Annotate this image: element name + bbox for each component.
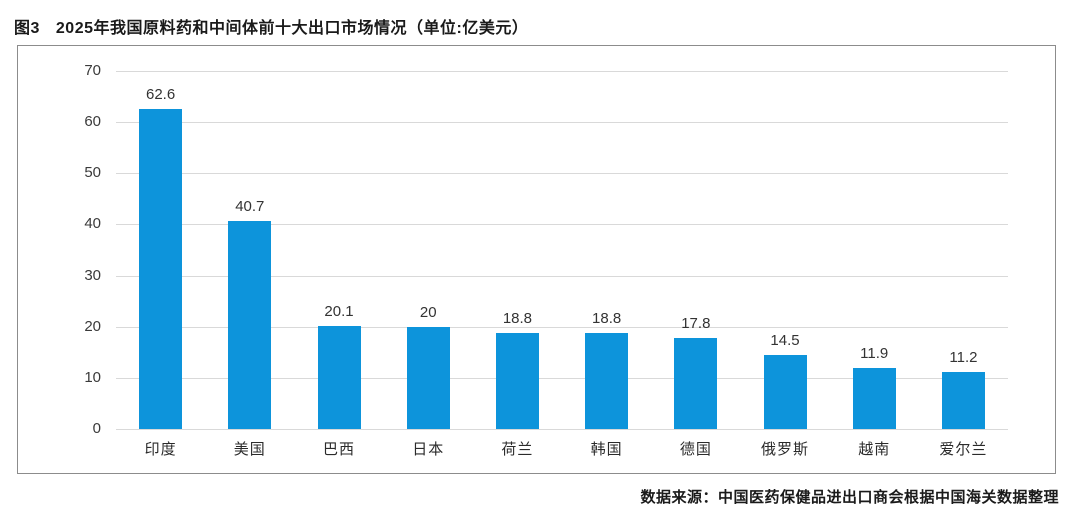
gridline-y-0 bbox=[116, 429, 1008, 430]
x-tick-label-越南: 越南 bbox=[858, 441, 891, 458]
y-tick-label-60: 60 bbox=[84, 113, 101, 131]
x-tick-label-美国: 美国 bbox=[233, 441, 266, 458]
y-tick-label-30: 30 bbox=[84, 266, 101, 284]
bar-value-label: 14.5 bbox=[770, 331, 800, 349]
bar-value-label: 11.2 bbox=[949, 348, 978, 366]
y-tick-label-50: 50 bbox=[84, 164, 101, 182]
bar-slot-3: 20.1 bbox=[294, 71, 383, 429]
bar-slot-10: 11.2 bbox=[919, 71, 1008, 429]
bar-value-label: 17.8 bbox=[681, 314, 711, 332]
y-tick-label-0: 0 bbox=[92, 420, 101, 437]
figure-label: 图3 bbox=[14, 20, 40, 37]
bar-俄罗斯 bbox=[763, 354, 807, 429]
gridline-y-40 bbox=[116, 224, 1008, 226]
bar-value-label: 18.8 bbox=[502, 309, 533, 327]
gridline-y-70 bbox=[116, 71, 1008, 72]
bars-row: 62.6 40.7 20.1 20 18.8 18.8 17.8 14.5 11.9 11.2 bbox=[116, 71, 1008, 429]
bar-value-label: 62.6 bbox=[146, 85, 176, 103]
y-tick-label-10: 10 bbox=[84, 368, 101, 386]
bar-value-label: 11.9 bbox=[860, 345, 889, 363]
bar-slot-8: 14.5 bbox=[740, 71, 829, 429]
bar-slot-9: 11.9 bbox=[830, 71, 919, 429]
bar-value-label: 18.8 bbox=[592, 309, 622, 327]
bar-value-label: 20.1 bbox=[324, 303, 354, 321]
bar-巴西 bbox=[317, 326, 361, 429]
x-tick-label-德国: 德国 bbox=[679, 441, 712, 458]
y-tick-label-40: 40 bbox=[84, 215, 101, 233]
plot-area: 62.6 40.7 20.1 20 18.8 18.8 17.8 14.5 11.9 11.2 bbox=[116, 71, 1008, 430]
bar-slot-5: 18.8 bbox=[473, 71, 562, 429]
x-tick-label-印度: 印度 bbox=[144, 441, 177, 458]
bar-德国 bbox=[674, 337, 718, 429]
bar-slot-2: 40.7 bbox=[205, 71, 294, 429]
bar-slot-7: 17.8 bbox=[651, 71, 740, 429]
bar-value-label: 40.7 bbox=[235, 197, 265, 215]
x-tick-label-荷兰: 荷兰 bbox=[501, 441, 534, 458]
data-source-note: 数据来源：中国医药保健品进出口商会根据中国海关数据整理 bbox=[640, 489, 1059, 506]
bar-slot-6: 18.8 bbox=[562, 71, 651, 429]
bar-印度 bbox=[139, 108, 183, 429]
x-tick-label-巴西: 巴西 bbox=[323, 441, 356, 458]
bar-slot-1: 62.6 bbox=[116, 71, 205, 429]
x-axis-labels: 印度 美国 巴西 日本 荷兰 韩国 德国 俄罗斯 越南 爱尔兰 bbox=[116, 438, 1008, 459]
x-tick-label-俄罗斯: 俄罗斯 bbox=[761, 441, 810, 458]
bar-slot-4: 20 bbox=[384, 71, 473, 429]
gridline-y-20 bbox=[116, 326, 1008, 328]
bar-日本 bbox=[406, 326, 450, 429]
gridline-y-50 bbox=[116, 173, 1008, 175]
x-tick-label-韩国: 韩国 bbox=[590, 441, 623, 458]
gridline-y-60 bbox=[116, 122, 1008, 124]
bar-韩国 bbox=[585, 332, 629, 429]
x-tick-label-爱尔兰: 爱尔兰 bbox=[939, 441, 988, 458]
chart-panel: 62.6 40.7 20.1 20 18.8 18.8 17.8 14.5 11.9 11.2 0… bbox=[17, 45, 1056, 474]
bar-爱尔兰 bbox=[941, 371, 985, 429]
bar-荷兰 bbox=[495, 332, 539, 429]
figure-title: 图3 2025年我国原料药和中间体前十大出口市场情况（单位:亿美元） bbox=[14, 14, 528, 38]
gridline-y-30 bbox=[116, 275, 1008, 277]
bar-越南 bbox=[852, 368, 896, 429]
bar-美国 bbox=[228, 220, 272, 429]
y-tick-label-20: 20 bbox=[84, 317, 101, 335]
gridline-y-10 bbox=[116, 377, 1008, 379]
bar-value-label: 20 bbox=[419, 303, 437, 321]
y-tick-label-70: 70 bbox=[84, 62, 101, 79]
figure-title-text: 2025年我国原料药和中间体前十大出口市场情况（单位:亿美元） bbox=[55, 20, 529, 37]
x-tick-label-日本: 日本 bbox=[412, 441, 445, 458]
